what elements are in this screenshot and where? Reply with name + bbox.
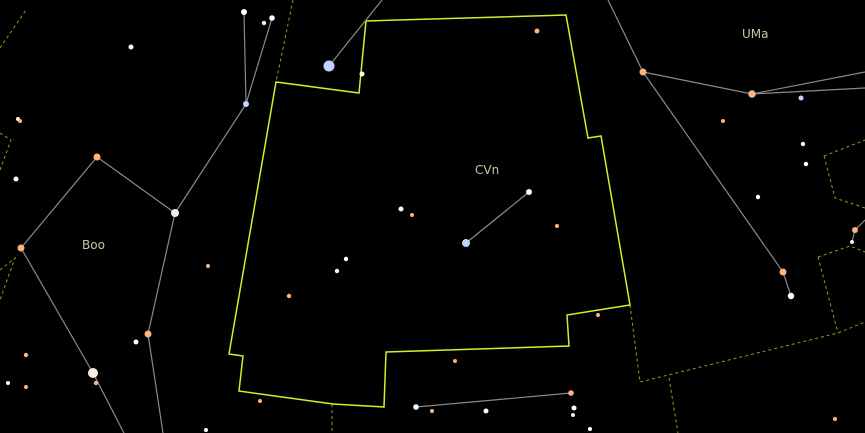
star[interactable] <box>483 408 489 414</box>
boo-line <box>20 247 125 433</box>
label-boo[interactable]: Boo <box>82 238 105 252</box>
constellation-lines <box>20 0 865 433</box>
cvn-line <box>415 392 572 408</box>
boo-line <box>20 156 176 249</box>
star[interactable] <box>571 413 575 417</box>
star[interactable] <box>568 390 574 396</box>
star[interactable] <box>803 161 809 167</box>
star[interactable] <box>596 313 600 317</box>
star[interactable] <box>258 399 262 403</box>
star[interactable] <box>171 209 179 217</box>
star[interactable] <box>88 368 98 378</box>
star[interactable] <box>243 101 249 107</box>
uma-line <box>642 71 792 297</box>
boundary-segment <box>275 0 294 83</box>
star[interactable] <box>334 268 340 274</box>
label-cvn[interactable]: CVn <box>475 163 499 177</box>
star[interactable] <box>779 268 787 276</box>
boundary-segment <box>817 256 839 334</box>
star[interactable] <box>850 240 854 244</box>
star[interactable] <box>410 213 414 217</box>
star[interactable] <box>534 28 540 34</box>
star[interactable] <box>571 405 577 411</box>
star[interactable] <box>748 90 756 98</box>
star[interactable] <box>755 194 761 200</box>
uma-line <box>328 0 383 67</box>
boundary-segment <box>0 256 17 301</box>
star[interactable] <box>93 153 101 161</box>
boundary-segment <box>0 9 27 49</box>
star[interactable] <box>526 189 532 195</box>
star[interactable] <box>453 359 457 363</box>
boundary-segment <box>0 132 12 171</box>
star[interactable] <box>24 385 28 389</box>
label-uma[interactable]: UMa <box>742 27 769 41</box>
uma-line <box>751 87 865 95</box>
star[interactable] <box>343 256 349 262</box>
uma-line <box>642 71 865 95</box>
star[interactable] <box>413 404 419 410</box>
uma-line <box>607 0 644 73</box>
star[interactable] <box>639 68 647 76</box>
boundary-segment <box>629 304 865 383</box>
stars <box>6 9 858 432</box>
star[interactable] <box>798 95 804 101</box>
constellation-labels: CVn Boo UMa <box>82 27 769 252</box>
star[interactable] <box>18 119 22 123</box>
star[interactable] <box>6 381 10 385</box>
star[interactable] <box>787 292 795 300</box>
boo-line <box>174 103 247 214</box>
cvn-boundary[interactable] <box>228 14 631 408</box>
cvn-line <box>465 191 530 244</box>
star[interactable] <box>286 293 292 299</box>
star[interactable] <box>204 428 208 432</box>
star[interactable] <box>93 380 99 386</box>
boundary-segment <box>823 155 865 209</box>
star[interactable] <box>13 176 19 182</box>
boundary-segment <box>817 245 865 258</box>
star[interactable] <box>588 427 592 431</box>
star[interactable] <box>462 239 470 247</box>
star[interactable] <box>800 141 806 147</box>
star[interactable] <box>23 352 29 358</box>
uma-line <box>243 11 273 105</box>
boundary-segment <box>668 377 679 433</box>
star[interactable] <box>241 9 247 15</box>
star[interactable] <box>269 15 275 21</box>
star[interactable] <box>555 224 559 228</box>
star[interactable] <box>833 417 837 421</box>
star[interactable] <box>852 227 858 233</box>
star[interactable] <box>721 119 725 123</box>
star[interactable] <box>398 206 404 212</box>
star[interactable] <box>128 44 134 50</box>
star[interactable] <box>261 20 267 26</box>
star[interactable] <box>17 244 25 252</box>
star[interactable] <box>430 409 434 413</box>
star[interactable] <box>144 330 152 338</box>
star[interactable] <box>206 264 210 268</box>
boo-line <box>147 212 176 433</box>
star[interactable] <box>133 339 139 345</box>
boundary-segment <box>823 139 865 157</box>
star[interactable] <box>359 71 365 77</box>
star[interactable] <box>323 60 335 72</box>
